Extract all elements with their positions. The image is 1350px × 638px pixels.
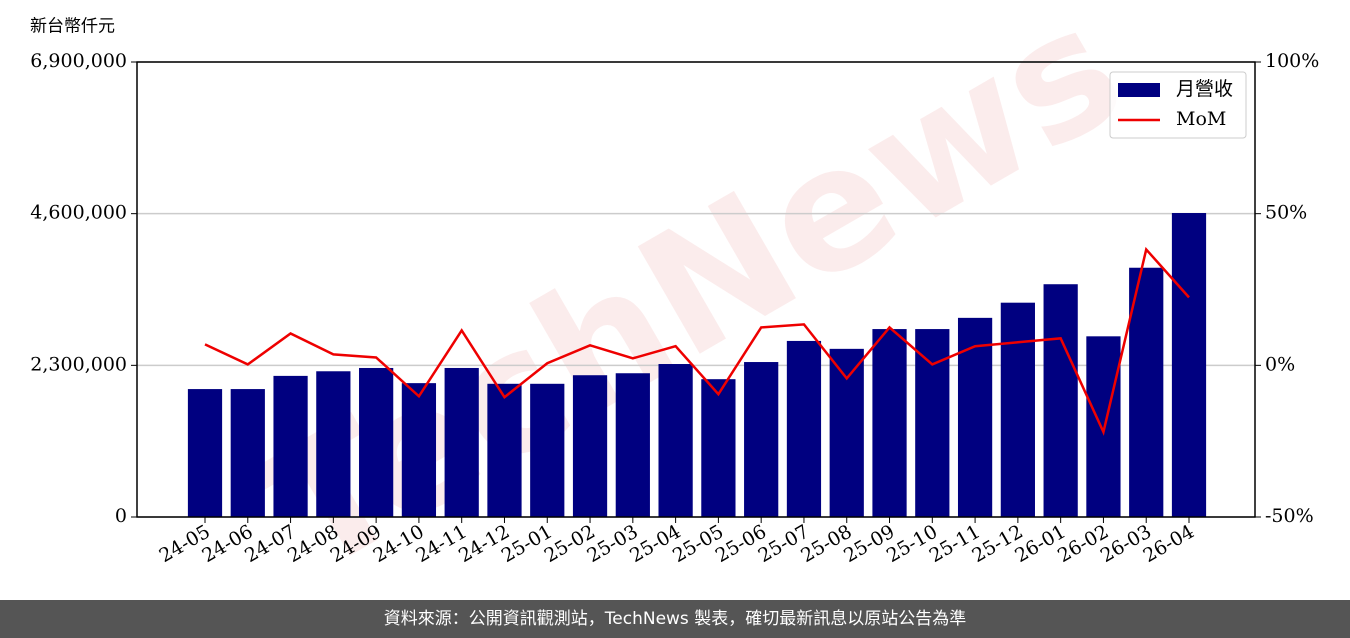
- bar: [829, 348, 864, 517]
- legend-swatch: [1118, 83, 1160, 97]
- y2-tick-label: 0%: [1265, 353, 1295, 375]
- bar: [487, 383, 522, 517]
- chart: 新台幣仟元 TechNews 02,300,0004,600,0006,900,…: [30, 0, 1319, 600]
- y-tick-label: 4,600,000: [30, 202, 127, 224]
- plot-frame: [136, 61, 1256, 518]
- y-tick-label: 0: [115, 505, 127, 527]
- bar: [316, 371, 351, 517]
- bar: [530, 383, 565, 517]
- bar: [701, 379, 736, 517]
- bar: [786, 340, 822, 517]
- bar: [872, 329, 907, 517]
- bar: [230, 389, 265, 517]
- y2-tick-label: 50%: [1265, 202, 1307, 224]
- bar: [359, 367, 394, 517]
- bar: [1129, 267, 1164, 517]
- bar: [1171, 213, 1207, 517]
- bar: [273, 375, 308, 517]
- bar: [1000, 302, 1035, 517]
- bar: [615, 373, 650, 517]
- bar: [744, 362, 779, 517]
- bar: [957, 317, 993, 517]
- bar: [572, 375, 608, 517]
- legend-label: 月營收: [1176, 78, 1233, 100]
- y-axis-label: 新台幣仟元: [30, 17, 115, 37]
- bar: [444, 367, 479, 517]
- x-tick-label: 26-04: [1140, 521, 1198, 567]
- bar: [915, 329, 950, 517]
- y-tick-label: 2,300,000: [30, 353, 127, 375]
- line: [204, 246, 1190, 436]
- bar: [187, 389, 223, 517]
- y2-tick-label: 100%: [1265, 50, 1319, 72]
- bar: [1043, 284, 1078, 517]
- y-tick-label: 6,900,000: [30, 50, 127, 72]
- footer: 資料來源：公開資訊觀測站，TechNews 製表，確切最新訊息以原站公告為準: [0, 600, 1350, 638]
- bar: [658, 364, 693, 517]
- legend-label: MoM: [1176, 108, 1226, 130]
- y2-tick-label: -50%: [1265, 505, 1314, 527]
- bar: [401, 383, 437, 517]
